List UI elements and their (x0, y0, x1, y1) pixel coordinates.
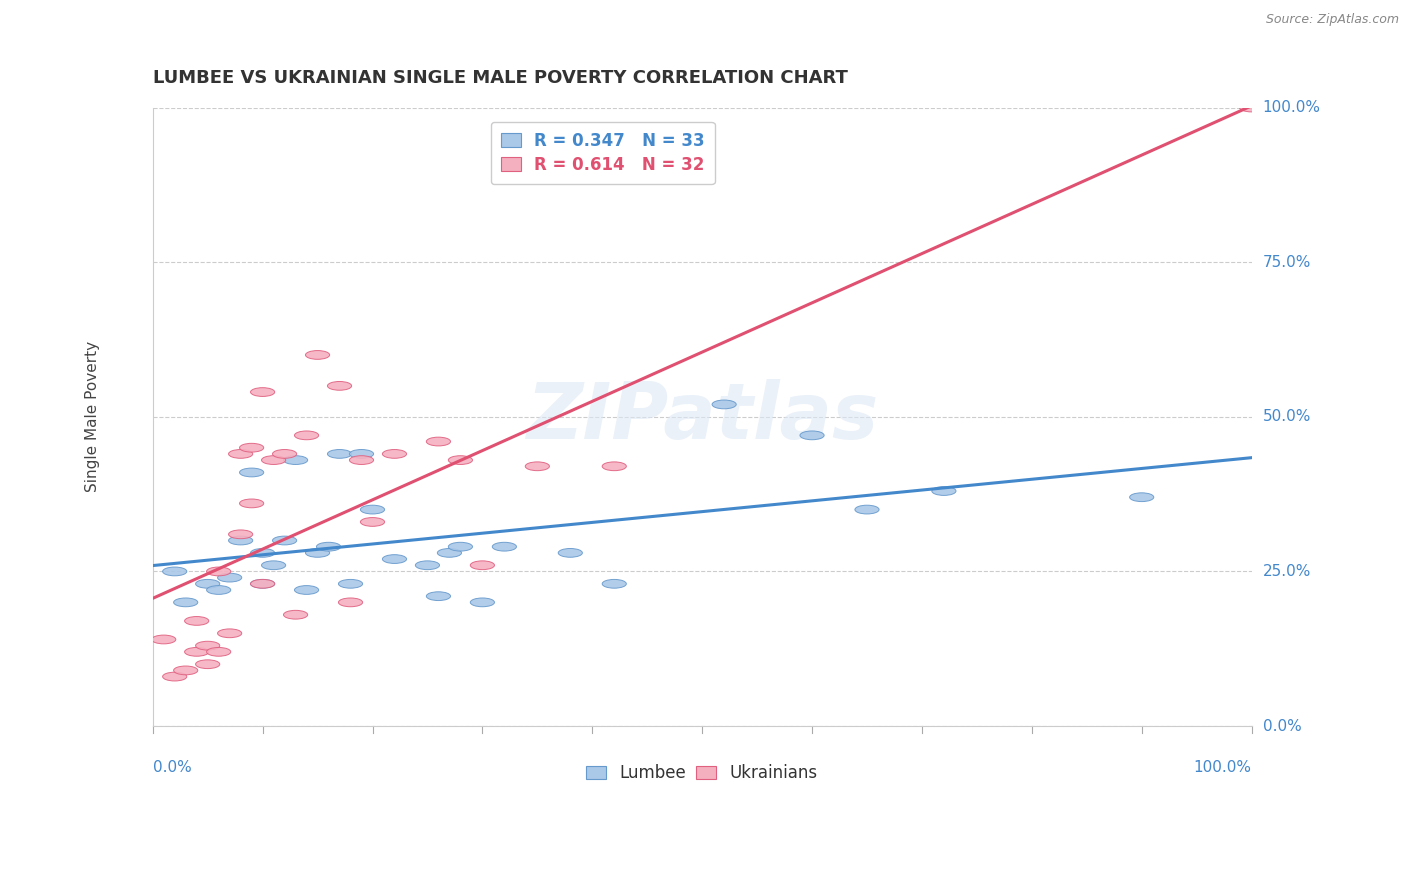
Ellipse shape (262, 561, 285, 570)
Text: Source: ZipAtlas.com: Source: ZipAtlas.com (1265, 13, 1399, 27)
Ellipse shape (239, 443, 264, 452)
Ellipse shape (602, 462, 626, 471)
Ellipse shape (339, 598, 363, 607)
Ellipse shape (184, 616, 208, 625)
Ellipse shape (195, 660, 219, 669)
Ellipse shape (207, 648, 231, 657)
Ellipse shape (437, 549, 461, 558)
Ellipse shape (800, 431, 824, 440)
Ellipse shape (195, 641, 219, 650)
Ellipse shape (1240, 103, 1264, 112)
Ellipse shape (173, 598, 198, 607)
Ellipse shape (316, 542, 340, 551)
Text: 0.0%: 0.0% (1263, 719, 1302, 733)
Ellipse shape (173, 666, 198, 674)
Ellipse shape (932, 487, 956, 495)
Ellipse shape (328, 382, 352, 390)
Ellipse shape (339, 580, 363, 588)
Ellipse shape (239, 468, 264, 477)
Ellipse shape (163, 567, 187, 576)
Ellipse shape (163, 673, 187, 681)
Ellipse shape (284, 610, 308, 619)
Ellipse shape (415, 561, 440, 570)
Ellipse shape (350, 450, 374, 458)
Ellipse shape (449, 542, 472, 551)
Text: 0.0%: 0.0% (153, 760, 191, 775)
Ellipse shape (229, 536, 253, 545)
Ellipse shape (250, 549, 274, 558)
Ellipse shape (526, 462, 550, 471)
Ellipse shape (152, 635, 176, 644)
Ellipse shape (262, 456, 285, 465)
Text: 50.0%: 50.0% (1263, 409, 1310, 425)
Text: 100.0%: 100.0% (1263, 100, 1320, 115)
Text: 25.0%: 25.0% (1263, 564, 1310, 579)
Ellipse shape (602, 580, 626, 588)
Text: ZIPatlas: ZIPatlas (526, 379, 879, 455)
Ellipse shape (1129, 492, 1154, 501)
Ellipse shape (294, 586, 319, 594)
Ellipse shape (250, 580, 274, 588)
Ellipse shape (273, 536, 297, 545)
Ellipse shape (250, 388, 274, 396)
Ellipse shape (250, 580, 274, 588)
Ellipse shape (350, 456, 374, 465)
Ellipse shape (492, 542, 516, 551)
Ellipse shape (218, 629, 242, 638)
Ellipse shape (426, 591, 450, 600)
Ellipse shape (207, 586, 231, 594)
Ellipse shape (470, 598, 495, 607)
Ellipse shape (229, 450, 253, 458)
Ellipse shape (239, 499, 264, 508)
Ellipse shape (360, 517, 385, 526)
Ellipse shape (426, 437, 450, 446)
Ellipse shape (218, 574, 242, 582)
Ellipse shape (328, 450, 352, 458)
Ellipse shape (382, 450, 406, 458)
Ellipse shape (273, 450, 297, 458)
Ellipse shape (305, 351, 329, 359)
Text: LUMBEE VS UKRAINIAN SINGLE MALE POVERTY CORRELATION CHART: LUMBEE VS UKRAINIAN SINGLE MALE POVERTY … (153, 69, 848, 87)
Ellipse shape (305, 549, 329, 558)
Ellipse shape (207, 567, 231, 576)
Ellipse shape (855, 505, 879, 514)
Ellipse shape (558, 549, 582, 558)
Text: 100.0%: 100.0% (1194, 760, 1251, 775)
Ellipse shape (229, 530, 253, 539)
Ellipse shape (195, 580, 219, 588)
Ellipse shape (470, 561, 495, 570)
Ellipse shape (449, 456, 472, 465)
Text: 75.0%: 75.0% (1263, 254, 1310, 269)
Text: Single Male Poverty: Single Male Poverty (84, 342, 100, 492)
Ellipse shape (184, 648, 208, 657)
Ellipse shape (711, 400, 737, 409)
Legend: Lumbee, Ukrainians: Lumbee, Ukrainians (579, 757, 824, 789)
Ellipse shape (284, 456, 308, 465)
Ellipse shape (360, 505, 385, 514)
Ellipse shape (294, 431, 319, 440)
Ellipse shape (382, 555, 406, 564)
